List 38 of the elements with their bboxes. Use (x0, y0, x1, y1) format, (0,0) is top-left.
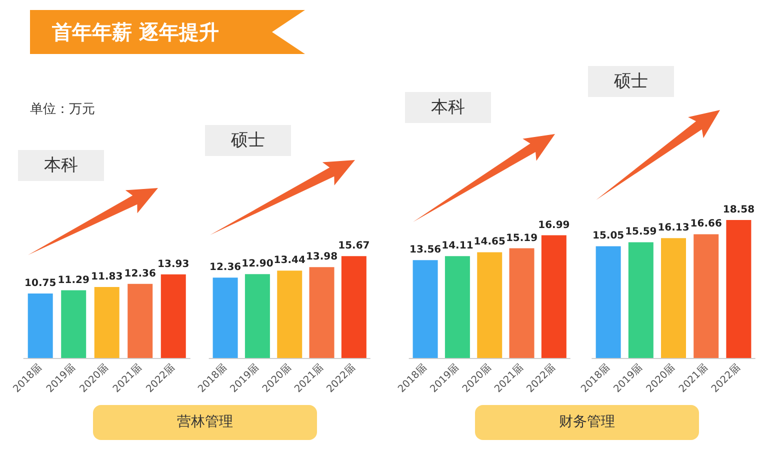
data-label: 16.99 (538, 220, 570, 231)
bar (477, 252, 502, 358)
data-label: 10.75 (24, 278, 56, 289)
text: 单位：万元 (30, 101, 95, 118)
data-label: 15.67 (338, 240, 370, 252)
data-label: 12.36 (124, 268, 156, 280)
bar (341, 256, 366, 358)
data-label: 11.29 (58, 274, 90, 286)
text: 营林管理 (93, 405, 317, 440)
chart-title: 硕士 (613, 72, 648, 92)
data-label: 15.05 (592, 230, 624, 242)
bar (309, 267, 334, 358)
chart-title: 本科 (44, 156, 78, 176)
data-label: 11.83 (91, 272, 123, 283)
chart-title: 硕士 (230, 130, 265, 150)
data-label: 13.93 (158, 258, 190, 270)
bar (412, 260, 438, 358)
data-label: 15.59 (625, 226, 657, 238)
data-label: 14.11 (442, 240, 474, 252)
chart-title: 本科 (431, 98, 465, 118)
data-label: 13.44 (274, 255, 306, 266)
bar (509, 248, 534, 358)
data-label: 16.13 (658, 222, 690, 234)
data-label: 15.19 (506, 232, 538, 244)
bar (212, 278, 238, 358)
bar (277, 270, 302, 358)
bar (444, 256, 470, 358)
data-label: 16.66 (690, 218, 722, 230)
data-label: 14.65 (474, 236, 506, 248)
text: 首年年薪 逐年提升 (30, 10, 305, 54)
bar (244, 274, 270, 358)
data-label: 18.58 (722, 204, 755, 216)
data-label: 13.98 (306, 252, 338, 263)
data-label: 12.90 (242, 258, 274, 270)
bar (541, 235, 566, 358)
data-label: 13.56 (409, 244, 442, 256)
text: 财务管理 (475, 405, 699, 440)
data-label: 12.36 (209, 262, 242, 274)
